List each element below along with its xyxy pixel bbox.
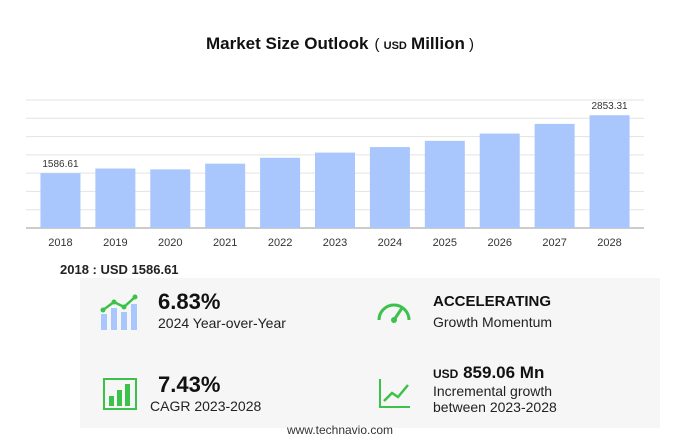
- incremental-label-2: between 2023-2028: [433, 399, 557, 415]
- incremental-unit: USD: [433, 367, 459, 381]
- x-tick-label: 2019: [103, 237, 127, 249]
- unit-word: Million: [411, 34, 465, 53]
- unit-currency: USD: [383, 40, 407, 52]
- cagr-stat: 7.43% CAGR 2023-2028: [150, 372, 261, 414]
- data-label: 2853.31: [591, 101, 628, 112]
- bar-2022: [260, 157, 301, 228]
- incremental-value: USD 859.06 Mn: [433, 363, 557, 383]
- bar-chart-icon: [103, 378, 137, 410]
- stats-panel: [80, 278, 660, 428]
- bar-2020: [150, 169, 191, 228]
- bar-growth-icon: [100, 294, 138, 330]
- bar-2018: [40, 173, 81, 228]
- cagr-value: 7.43%: [158, 372, 221, 397]
- paren-close: ): [469, 36, 475, 53]
- incremental-amount: 859.06 Mn: [463, 363, 545, 382]
- cagr-label: CAGR 2023-2028: [150, 398, 262, 414]
- momentum-stat: ACCELERATING Growth Momentum: [433, 293, 552, 330]
- incremental-label-1: Incremental growth: [433, 383, 553, 399]
- chart-title: Market Size Outlook ( USD Million ): [0, 34, 680, 54]
- yoy-label: 2024 Year-over-Year: [158, 315, 286, 331]
- speedometer-icon: [377, 303, 411, 323]
- footer-url: www.technavio.com: [286, 423, 394, 437]
- paren-open: (: [374, 36, 380, 53]
- bar-2025: [424, 140, 465, 228]
- bar-2026: [479, 133, 520, 228]
- x-tick-label: 2018: [48, 237, 72, 249]
- incremental-stat: USD 859.06 Mn Incremental growth between…: [433, 363, 557, 415]
- data-label: 1586.61: [42, 159, 79, 170]
- x-tick-label: 2021: [213, 237, 237, 249]
- x-tick-label: 2022: [268, 237, 292, 249]
- bar-2021: [205, 163, 246, 228]
- yoy-value: 6.83%: [158, 289, 221, 314]
- x-tick-label: 2020: [158, 237, 182, 249]
- base-year-summary: 2018 : USD 1586.61: [60, 262, 179, 277]
- x-tick-label: 2023: [323, 237, 347, 249]
- bar-2027: [534, 123, 575, 228]
- chart-title-text: Market Size Outlook: [205, 34, 369, 53]
- momentum-label: Growth Momentum: [433, 314, 553, 330]
- bar-chart: 2018 1586.61 2019 2020 2021 2022 2023 2024 2025 2…: [26, 99, 644, 249]
- x-tick-label: 2024: [378, 237, 402, 249]
- x-tick-label: 2028: [597, 237, 621, 249]
- bar-2024: [369, 147, 410, 228]
- x-tick-label: 2027: [542, 237, 566, 249]
- line-growth-icon: [379, 379, 410, 408]
- bar-2023: [315, 152, 355, 228]
- yoy-stat: 6.83% 2024 Year-over-Year: [158, 289, 286, 331]
- bar-2019: [95, 168, 136, 228]
- x-tick-label: 2026: [487, 237, 511, 249]
- unit-paren: ( USD Million ): [374, 34, 475, 53]
- momentum-title: ACCELERATING: [433, 293, 552, 310]
- bar-2028: [589, 115, 630, 228]
- x-tick-label: 2025: [433, 237, 457, 249]
